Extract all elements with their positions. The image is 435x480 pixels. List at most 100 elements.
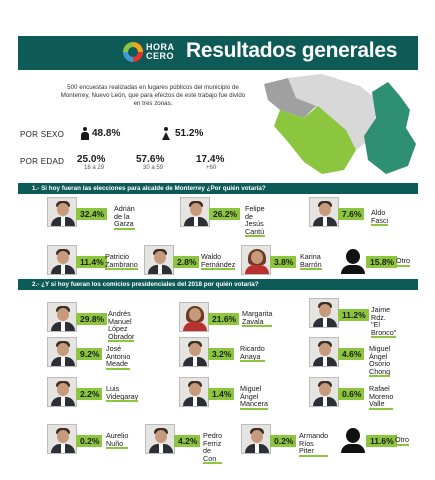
candidate-name-line2: Videgaray xyxy=(106,391,139,401)
question-1-bar: 1.- Si hoy fueran las elecciones para al… xyxy=(18,183,418,194)
candidate-name-line1: Adrián xyxy=(114,204,135,213)
vote-percentage: 29.8% xyxy=(76,313,108,325)
candidate-name-line1: Luis xyxy=(106,384,120,393)
logo-line2: CERO xyxy=(146,51,175,61)
age-range-1: 18 a 29 xyxy=(84,165,105,171)
male-value: 48.8% xyxy=(92,128,121,139)
name-underline xyxy=(201,268,236,271)
candidate-photo xyxy=(179,337,209,367)
age-range-2: 30 a 59 xyxy=(143,165,164,171)
vote-percentage: 2.8% xyxy=(173,256,200,268)
vote-percentage: 0.6% xyxy=(338,388,365,400)
map-zone-center xyxy=(274,106,356,174)
candidate-name: Ricardo Anaya xyxy=(240,344,265,363)
candidate-name-line2: Anaya xyxy=(240,351,261,361)
name-underline xyxy=(106,447,129,450)
candidate-name-line2: Mancera xyxy=(240,399,268,409)
candidate-name-line1: Ricardo xyxy=(240,344,265,353)
map-zone-light xyxy=(288,74,378,150)
candidate-name: José Antonio Meade xyxy=(106,345,131,370)
name-underline xyxy=(245,235,265,238)
candidate-photo xyxy=(47,302,77,332)
candidate-photo xyxy=(179,302,209,332)
name-underline xyxy=(105,268,138,271)
map-zone-south xyxy=(364,82,416,174)
candidate-name-line1: Patricio xyxy=(105,252,129,261)
vote-percentage: 21.6% xyxy=(208,313,240,325)
monterrey-zone-map xyxy=(264,74,416,174)
candidate-name-line1: Aurelio xyxy=(106,431,129,440)
vote-percentage: 15.8% xyxy=(366,256,398,268)
vote-percentage: 2.2% xyxy=(76,388,103,400)
candidate-photo xyxy=(309,337,339,367)
candidate-name: Miguel Ángel Osorio Chong xyxy=(369,345,391,378)
name-underline xyxy=(106,367,131,370)
header-banner: HORA CERO Resultados generales xyxy=(18,36,418,70)
candidate-photo xyxy=(241,424,271,454)
candidate-name: Rafael Moreno Valle xyxy=(369,384,394,410)
silhouette-icon xyxy=(337,424,367,454)
candidate-name-line2: Moreno Valle xyxy=(369,391,394,409)
candidate-name-line2: Cantú xyxy=(245,226,265,236)
candidate-name-line1: Otro xyxy=(396,256,410,265)
name-underline xyxy=(369,375,391,378)
vote-percentage: 26.2% xyxy=(209,208,241,220)
candidate-name-line1: Karina xyxy=(300,252,321,261)
candidate-name: Andrés Manuel López Obrador xyxy=(108,309,135,343)
sex-label: POR SEXO xyxy=(20,130,65,139)
candidate-name-line2: de Con xyxy=(203,446,217,463)
name-underline xyxy=(242,325,273,328)
candidate-photo xyxy=(47,245,77,275)
candidate-name-line2: Meade xyxy=(106,359,128,369)
vote-percentage: 32.4% xyxy=(76,208,108,220)
candidate-photo xyxy=(309,298,339,328)
candidate-name: Aurelio Nuño xyxy=(106,431,129,450)
candidate-name: Adrián de la Garza xyxy=(114,204,135,230)
candidate-name: Patricio Zambrano xyxy=(105,252,138,271)
candidate-name: Pedro Ferriz de Con xyxy=(203,431,223,465)
candidate-photo xyxy=(180,197,210,227)
candidate-name: Aldo Fasci xyxy=(371,208,389,227)
candidate-photo xyxy=(241,245,271,275)
age-range-3: +60 xyxy=(206,165,217,171)
name-underline xyxy=(240,407,268,410)
name-underline xyxy=(240,360,265,363)
candidate-name-line1: Jaime Rdz. xyxy=(371,305,391,322)
candidate-name-line1: Pedro Ferriz xyxy=(203,431,223,448)
candidate-name: Karina Barrón xyxy=(300,252,322,271)
candidate-name: Armando Ríos Piter xyxy=(299,431,329,457)
candidate-photo xyxy=(179,377,209,407)
candidate-name-line2: Fernández xyxy=(201,259,236,269)
vote-percentage: 11.2% xyxy=(338,309,369,321)
candidate-photo xyxy=(309,377,339,407)
candidate-photo xyxy=(47,377,77,407)
age-value-2: 57.6% xyxy=(136,154,165,165)
candidate-name-line1: Armando xyxy=(299,431,329,440)
candidate-name-line1: Felipe de Jesús xyxy=(245,204,265,229)
female-icon xyxy=(161,127,171,140)
vote-percentage: 11.4% xyxy=(76,256,107,268)
logo-text: HORA CERO xyxy=(146,43,175,61)
candidate-name-line2: Barrón xyxy=(300,259,322,269)
candidate-name-line2: Ríos Piter xyxy=(299,438,314,456)
name-underline xyxy=(371,224,389,227)
candidate-name-line1: Rafael xyxy=(369,384,390,393)
candidate-name-line1: Andrés Manuel xyxy=(108,309,132,326)
age-label: POR EDAD xyxy=(20,157,65,166)
vote-percentage: 0.2% xyxy=(76,435,103,447)
candidate-photo xyxy=(47,424,77,454)
vote-percentage: 3.8% xyxy=(270,256,297,268)
candidate-name-line2: Osorio Chong xyxy=(369,359,391,376)
vote-percentage: 0.2% xyxy=(270,435,297,447)
name-underline xyxy=(300,268,322,271)
candidate-name-line1: Aldo Fasci xyxy=(371,208,389,225)
candidate-name-line2: "El Bronco" xyxy=(371,320,397,337)
vote-percentage: 11.6% xyxy=(366,435,397,447)
vote-percentage: 4.2% xyxy=(174,435,201,447)
age-value-3: 17.4% xyxy=(196,154,225,165)
candidate-name-line1: Margarita xyxy=(242,309,273,318)
page-title: Resultados generales xyxy=(186,39,398,62)
candidate-name: Felipe de Jesús Cantú xyxy=(245,204,265,238)
candidate-photo xyxy=(145,424,175,454)
name-underline xyxy=(108,340,135,343)
